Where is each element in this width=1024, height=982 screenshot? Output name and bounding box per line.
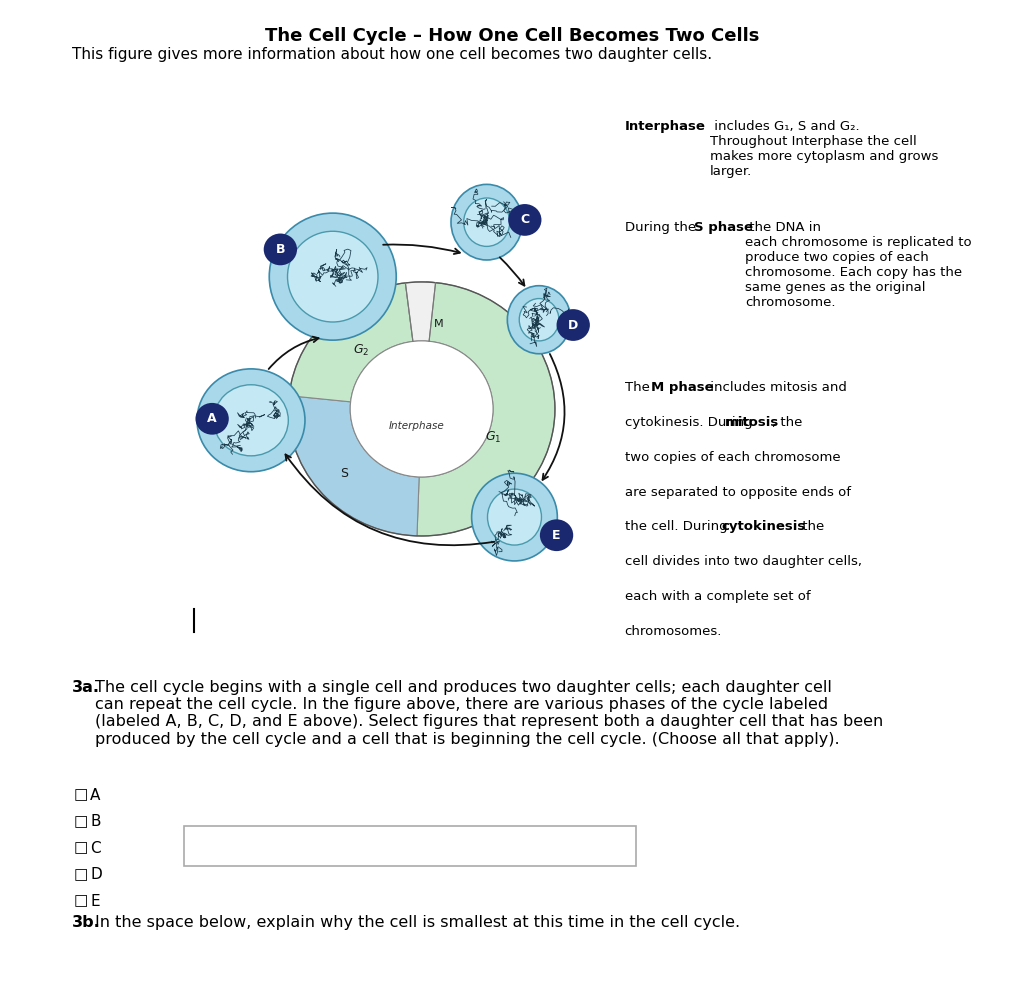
Text: M phase: M phase: [651, 381, 714, 394]
Wedge shape: [289, 396, 419, 536]
Text: □: □: [74, 841, 88, 855]
Text: are separated to opposite ends of: are separated to opposite ends of: [625, 485, 851, 499]
Text: During the: During the: [625, 221, 700, 234]
Circle shape: [264, 234, 297, 265]
Text: S phase: S phase: [694, 221, 754, 234]
Ellipse shape: [464, 198, 510, 246]
Ellipse shape: [507, 286, 570, 354]
Text: Interphase: Interphase: [389, 420, 444, 430]
Text: C: C: [90, 841, 100, 855]
Ellipse shape: [451, 185, 522, 260]
Text: $G_1$: $G_1$: [484, 430, 502, 445]
Text: M: M: [434, 319, 443, 329]
Text: D: D: [90, 867, 101, 882]
Text: In the space below, explain why the cell is smallest at this time in the cell cy: In the space below, explain why the cell…: [95, 915, 740, 930]
Wedge shape: [289, 283, 413, 402]
Text: cytokinesis: cytokinesis: [721, 520, 805, 533]
Text: 3b.: 3b.: [72, 915, 100, 930]
Wedge shape: [406, 282, 435, 342]
Ellipse shape: [214, 385, 289, 456]
Text: A: A: [90, 788, 100, 802]
Text: includes G₁, S and G₂.
Throughout Interphase the cell
makes more cytoplasm and g: includes G₁, S and G₂. Throughout Interp…: [710, 120, 938, 178]
Circle shape: [350, 341, 494, 477]
Text: Interphase: Interphase: [625, 120, 706, 133]
Text: S: S: [340, 466, 348, 480]
Circle shape: [540, 519, 573, 551]
Ellipse shape: [288, 232, 378, 322]
Ellipse shape: [269, 213, 396, 340]
Text: B: B: [275, 243, 285, 256]
Text: each with a complete set of: each with a complete set of: [625, 590, 810, 603]
Text: E: E: [552, 528, 561, 542]
Text: □: □: [74, 867, 88, 882]
Ellipse shape: [519, 299, 559, 341]
Wedge shape: [417, 282, 555, 536]
Circle shape: [557, 309, 590, 341]
Circle shape: [196, 403, 228, 435]
Text: , the: , the: [772, 416, 803, 429]
Text: The Cell Cycle – How One Cell Becomes Two Cells: The Cell Cycle – How One Cell Becomes Tw…: [265, 27, 759, 45]
Text: cell divides into two daughter cells,: cell divides into two daughter cells,: [625, 556, 861, 569]
Text: the cell. During: the cell. During: [625, 520, 731, 533]
Text: □: □: [74, 788, 88, 802]
Text: cytokinesis. During: cytokinesis. During: [625, 416, 757, 429]
Ellipse shape: [472, 473, 557, 561]
Text: The: The: [625, 381, 653, 394]
Text: C: C: [520, 213, 529, 227]
Text: two copies of each chromosome: two copies of each chromosome: [625, 451, 841, 464]
Ellipse shape: [197, 369, 305, 471]
Text: □: □: [74, 814, 88, 829]
Text: A: A: [207, 412, 217, 425]
Circle shape: [508, 204, 542, 236]
Text: the DNA in
each chromosome is replicated to
produce two copies of each
chromosom: the DNA in each chromosome is replicated…: [745, 221, 972, 309]
Text: D: D: [568, 318, 579, 332]
Text: E: E: [90, 894, 99, 908]
Text: chromosomes.: chromosomes.: [625, 626, 722, 638]
Text: This figure gives more information about how one cell becomes two daughter cells: This figure gives more information about…: [72, 47, 712, 62]
Text: includes mitosis and: includes mitosis and: [706, 381, 847, 394]
Ellipse shape: [487, 489, 542, 545]
Text: The cell cycle begins with a single cell and produces two daughter cells; each d: The cell cycle begins with a single cell…: [95, 680, 884, 746]
Text: mitosis: mitosis: [725, 416, 779, 429]
Text: $G_2$: $G_2$: [353, 343, 370, 357]
Text: the: the: [798, 520, 824, 533]
FancyBboxPatch shape: [183, 826, 636, 866]
Text: □: □: [74, 894, 88, 908]
Text: B: B: [90, 814, 100, 829]
Text: 3a.: 3a.: [72, 680, 99, 694]
